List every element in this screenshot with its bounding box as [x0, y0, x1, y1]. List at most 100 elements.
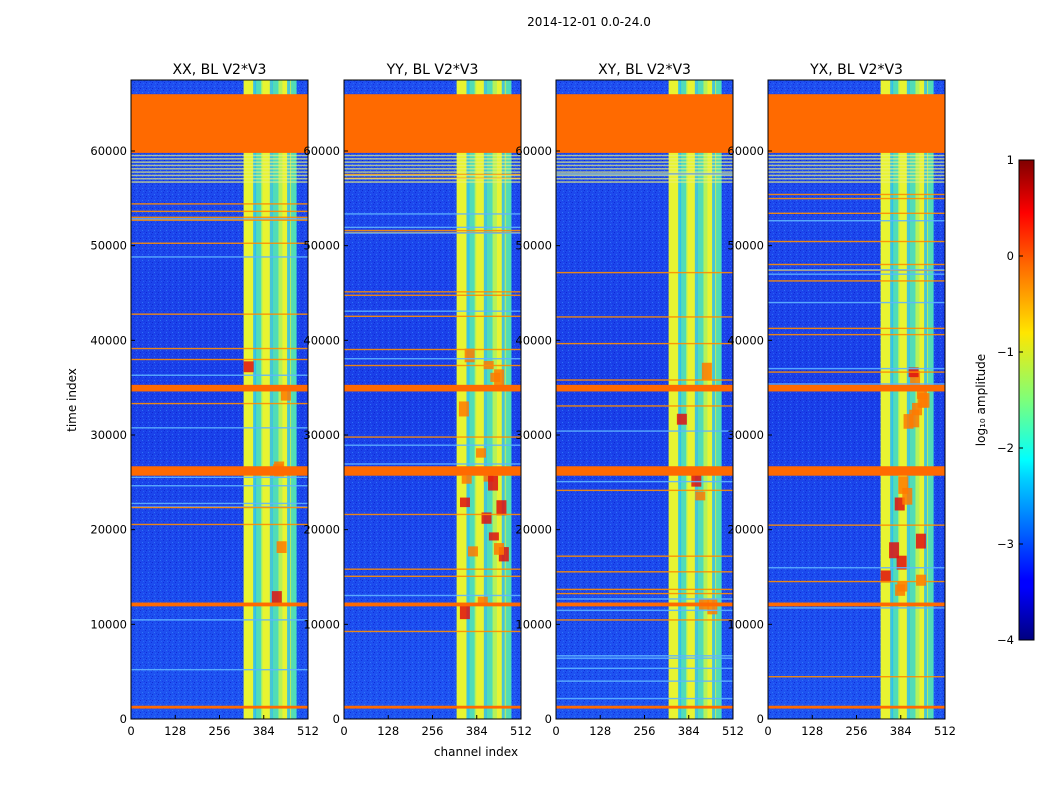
colorbar-label: log₁₀ amplitude [974, 354, 988, 446]
x-tick-label: 256 [422, 724, 444, 738]
panel-title: YY, BL V2*V3 [386, 62, 479, 78]
flag-lines [131, 154, 308, 671]
y-tick-label: 40000 [515, 333, 552, 347]
y-tick-label: 60000 [727, 144, 764, 158]
x-tick-label: 512 [297, 724, 319, 738]
flag-lines [556, 154, 733, 700]
heatmap-image [344, 80, 521, 719]
y-tick-label: 60000 [90, 144, 127, 158]
y-tick-label: 20000 [515, 523, 552, 537]
colorbar-ticks: 1 0 −1 −2 −3 −4 [997, 153, 1023, 647]
flag-lines [768, 154, 945, 678]
x-tick-label: 256 [209, 724, 231, 738]
x-axis-label: channel index [434, 745, 518, 759]
bright-band [668, 80, 722, 719]
bright-band [880, 80, 934, 719]
panels: XX, BL V2*V3 0 128 256 384 512 0 10000 20000 3000… [90, 62, 956, 738]
flagged-block [131, 602, 308, 607]
x-tick-label: 0 [340, 724, 347, 738]
y-tick-label: 20000 [90, 523, 127, 537]
y-tick-label: 20000 [303, 523, 340, 537]
x-tick-label: 128 [377, 724, 399, 738]
colorbar: 1 0 −1 −2 −3 −4 log₁₀ amplitude [974, 153, 1035, 647]
x-tick-label: 256 [634, 724, 656, 738]
x-tick-label: 384 [890, 724, 912, 738]
flagged-block [768, 466, 945, 476]
y-tick-label: 30000 [90, 428, 127, 442]
y-tick-label: 0 [545, 712, 552, 726]
panel-xy: XY, BL V2*V3 0 128 256 384 512 0 10000 20000 3000… [515, 62, 744, 738]
y-tick-label: 0 [120, 712, 127, 726]
x-tick-label: 128 [801, 724, 823, 738]
x-tick-label: 384 [253, 724, 275, 738]
x-tick-label: 0 [552, 724, 559, 738]
flagged-block [556, 466, 733, 476]
y-tick-label: 50000 [727, 239, 764, 253]
flagged-block [344, 602, 521, 607]
flagged-block [556, 384, 733, 392]
panel-title: YX, BL V2*V3 [809, 62, 903, 78]
flagged-block [768, 705, 945, 709]
y-tick-label: 50000 [515, 239, 552, 253]
x-tick-label: 512 [934, 724, 956, 738]
flagged-block [344, 94, 521, 153]
panel-yy: YY, BL V2*V3 0 128 256 384 512 0 10000 20000 3000… [303, 62, 532, 738]
y-tick-label: 20000 [727, 523, 764, 537]
flagged-block [131, 466, 308, 476]
panel-title: XX, BL V2*V3 [173, 62, 267, 78]
x-tick-label: 256 [846, 724, 868, 738]
y-tick-label: 40000 [303, 333, 340, 347]
flagged-block [131, 384, 308, 392]
y-tick-label: 30000 [303, 428, 340, 442]
flagged-block [556, 705, 733, 709]
x-tick-label: 512 [510, 724, 532, 738]
flagged-block [768, 384, 945, 392]
y-axis-label: time index [65, 368, 79, 432]
figure-title: 2014-12-01 0.0-24.0 [527, 15, 651, 29]
colorbar-tick-label: −2 [997, 441, 1014, 455]
flagged-block [344, 384, 521, 392]
y-tick-label: 30000 [727, 428, 764, 442]
colorbar-tick-label: 0 [1007, 249, 1014, 263]
flagged-block [344, 705, 521, 709]
y-tick-label: 10000 [90, 617, 127, 631]
y-tick-label: 50000 [303, 239, 340, 253]
flag-lines [344, 154, 521, 633]
colorbar-tick-label: −4 [997, 633, 1014, 647]
x-tick-label: 0 [127, 724, 134, 738]
x-tick-label: 128 [589, 724, 611, 738]
flagged-block [131, 705, 308, 709]
heatmap-image [131, 80, 308, 719]
colorbar-gradient [1018, 159, 1035, 641]
panel-title: XY, BL V2*V3 [598, 62, 691, 78]
colorbar-tick-label: −3 [997, 537, 1014, 551]
panel-yx: YX, BL V2*V3 0 128 256 384 512 0 10000 20000 3000… [727, 62, 956, 738]
y-tick-label: 10000 [727, 617, 764, 631]
y-tick-label: 40000 [727, 333, 764, 347]
heatmap-image [556, 80, 733, 719]
flagged-block [556, 602, 733, 607]
y-tick-label: 50000 [90, 239, 127, 253]
x-tick-label: 384 [466, 724, 488, 738]
x-tick-label: 512 [722, 724, 744, 738]
y-tick-label: 0 [333, 712, 340, 726]
flagged-block [131, 94, 308, 153]
y-tick-label: 10000 [515, 617, 552, 631]
flagged-block [768, 94, 945, 153]
y-tick-label: 60000 [515, 144, 552, 158]
x-tick-label: 384 [678, 724, 700, 738]
flagged-block [556, 94, 733, 153]
colorbar-tick-label: 1 [1007, 153, 1014, 167]
heatmap-image [768, 80, 945, 719]
colorbar-tick-label: −1 [997, 345, 1014, 359]
y-tick-label: 30000 [515, 428, 552, 442]
y-tick-label: 0 [757, 712, 764, 726]
flagged-block [344, 466, 521, 476]
x-tick-label: 128 [164, 724, 186, 738]
y-tick-label: 40000 [90, 333, 127, 347]
panel-xx: XX, BL V2*V3 0 128 256 384 512 0 10000 20000 3000… [90, 62, 319, 738]
flagged-block [768, 602, 945, 607]
x-tick-label: 0 [764, 724, 771, 738]
y-tick-label: 10000 [303, 617, 340, 631]
